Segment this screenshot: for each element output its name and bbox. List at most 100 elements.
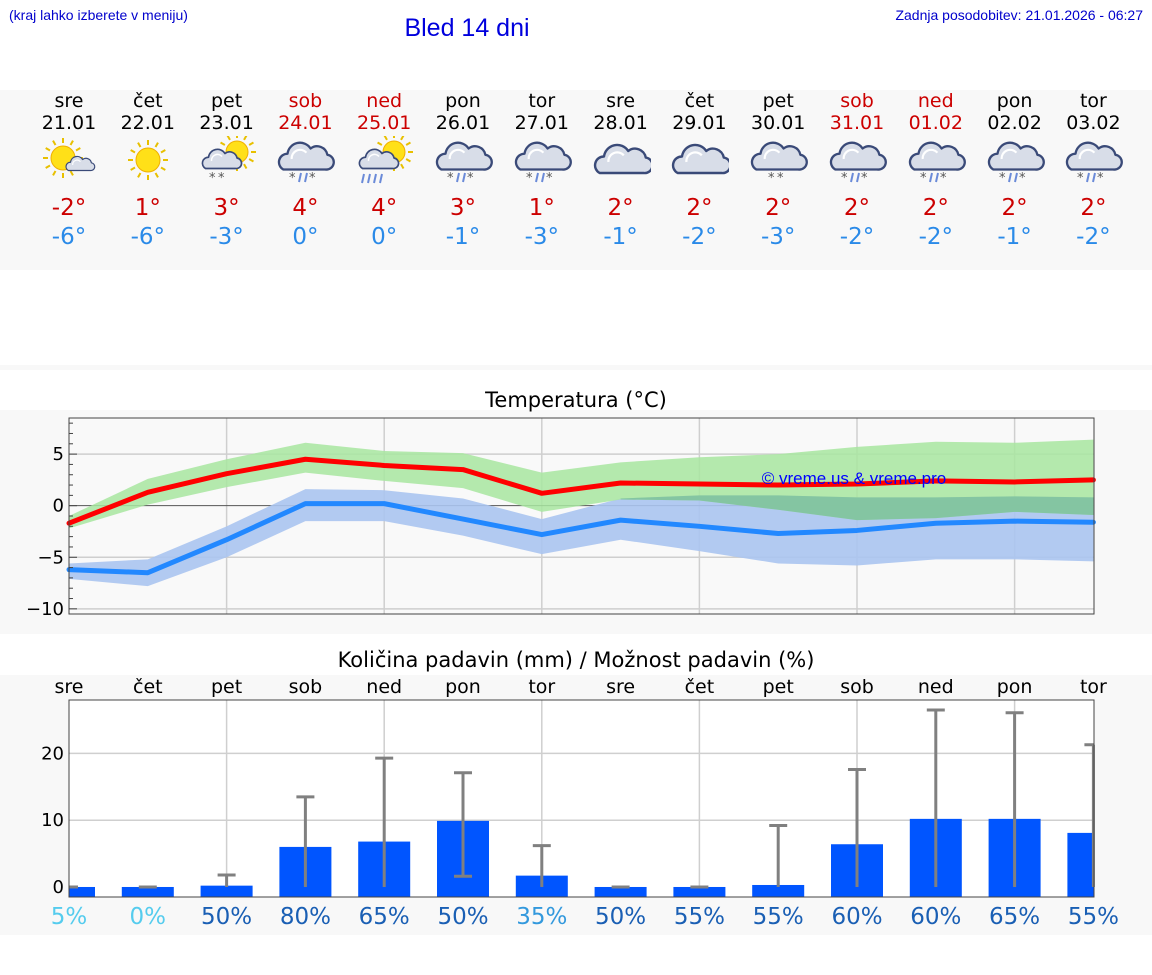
precipitation-chance: 80% <box>279 904 331 930</box>
cloud-icon <box>672 143 730 175</box>
precipitation-range-whisker <box>454 771 472 878</box>
day-name: ned <box>917 90 954 112</box>
precipitation-bar <box>673 886 726 897</box>
forecast-day: pet 23.01 * * 3° -3° <box>188 90 266 252</box>
precipitation-bar <box>121 886 174 897</box>
max-temperature: 4° <box>292 195 319 221</box>
location-hint: (kraj lahko izberete v meniju) <box>9 7 188 23</box>
cloud-sleet-icon: * * <box>908 141 966 186</box>
svg-text:*: * <box>777 171 784 186</box>
cloud-sleet-icon: * * <box>987 141 1045 186</box>
y-tick-label: −10 <box>26 599 64 620</box>
min-temperature: 0° <box>292 224 319 250</box>
day-date: 02.02 <box>987 112 1042 134</box>
day-name: čet <box>133 90 163 112</box>
precipitation-chart-title: Količina padavin (mm) / Možnost padavin … <box>337 648 815 672</box>
precipitation-range-whisker <box>532 844 551 887</box>
precipitation-chance: 50% <box>201 904 253 930</box>
precipitation-chance: 55% <box>752 904 804 930</box>
day-name: tor <box>1079 90 1107 112</box>
weekday-label: sob <box>840 676 874 698</box>
precipitation-bar <box>200 885 253 897</box>
svg-text:*: * <box>1097 171 1104 186</box>
page-title: Bled 14 dni <box>404 14 530 42</box>
precipitation-range-whisker <box>1084 743 1095 887</box>
min-temperature: -2° <box>1076 224 1111 250</box>
precipitation-bar <box>69 886 95 897</box>
precipitation-chance: 65% <box>358 904 410 930</box>
cloud-sleet-icon: * * <box>278 141 336 186</box>
weekday-label: ned <box>366 676 403 698</box>
precipitation-bar <box>1067 832 1094 897</box>
forecast-day: tor 03.02 * * 2° -2° <box>1054 90 1132 252</box>
forecast-day: pon 26.01 * * 3° -1° <box>424 90 502 252</box>
max-temperature: 2° <box>1080 195 1107 221</box>
min-temperature: 0° <box>371 224 398 250</box>
weekday-label: tor <box>528 676 556 698</box>
weekday-label: tor <box>1079 676 1107 698</box>
forecast-day: čet 29.01 2° -2° <box>660 90 738 252</box>
weekday-label: čet <box>133 676 163 698</box>
precipitation-range-whisker <box>296 795 315 887</box>
max-temperature: 2° <box>1001 195 1028 221</box>
cloud-sleet-icon: * * <box>1066 141 1124 186</box>
max-temperature: 3° <box>449 195 477 221</box>
weekday-label: ned <box>917 676 954 698</box>
day-date: 25.01 <box>356 112 412 134</box>
precipitation-range-whisker <box>769 824 788 887</box>
svg-text:*: * <box>309 171 316 186</box>
max-temperature: 4° <box>371 195 398 221</box>
precipitation-range-whisker <box>375 756 394 887</box>
temperature-chart-title: Temperatura (°C) <box>485 388 667 412</box>
precipitation-range-whisker <box>1005 711 1024 887</box>
day-date: 01.02 <box>908 112 963 134</box>
weekday-label: sob <box>288 676 323 698</box>
min-temperature: -6° <box>51 224 87 250</box>
max-temperature: 1° <box>134 195 161 221</box>
forecast-day: ned 01.02 * * 2° -2° <box>897 90 975 252</box>
precipitation-chance: 55% <box>1067 904 1119 930</box>
day-date: 26.01 <box>435 112 491 134</box>
svg-text:*: * <box>546 171 553 186</box>
y-tick-label: 5 <box>53 444 64 465</box>
precipitation-chance: 60% <box>910 904 962 930</box>
weekday-label: pet <box>210 676 243 698</box>
day-date: 28.01 <box>593 112 648 134</box>
weekday-label: sre <box>54 676 84 698</box>
svg-text:*: * <box>526 171 533 186</box>
temperature-chart: 5 0 −5 −10 © vreme.us & vreme.pro <box>26 417 1096 620</box>
weekday-label: sre <box>606 676 636 698</box>
forecast-day: pet 30.01 * * 2° -3° <box>739 90 817 252</box>
svg-text:*: * <box>999 171 1006 186</box>
day-name: sre <box>606 90 636 112</box>
min-temperature: -2° <box>682 224 717 250</box>
max-temperature: 2° <box>765 195 792 221</box>
svg-text:*: * <box>447 171 454 186</box>
min-temperature: -3° <box>209 224 244 250</box>
day-name: pon <box>996 90 1033 112</box>
cloud-icon <box>593 143 651 175</box>
y-tick-label: 20 <box>41 743 64 764</box>
forecast-day: sob 31.01 * * 2° -2° <box>818 90 896 252</box>
min-temperature: -1° <box>997 224 1032 250</box>
min-temperature: -1° <box>445 224 481 250</box>
svg-text:*: * <box>920 171 927 186</box>
max-temperature: 3° <box>213 195 240 221</box>
svg-text:*: * <box>289 171 296 186</box>
day-date: 24.01 <box>278 112 333 134</box>
last-updated: Zadnja posodobitev: 21.01.2026 - 06:27 <box>895 7 1143 23</box>
precipitation-chance: 60% <box>831 904 883 930</box>
cloud-snow-icon: * * <box>751 141 809 186</box>
day-name: sob <box>840 90 874 112</box>
forecast-day: sre 21.01 -2° -6° <box>30 90 108 252</box>
weekday-label: pet <box>762 676 794 698</box>
precipitation-range-whisker <box>217 873 236 887</box>
forecast-band <box>0 90 1152 270</box>
min-temperature: -6° <box>130 224 166 250</box>
day-name: pon <box>445 90 481 112</box>
precipitation-chance: 50% <box>595 904 647 930</box>
svg-text:*: * <box>1077 171 1084 186</box>
cloud-sleet-icon: * * <box>514 141 572 186</box>
weekday-label: pon <box>445 676 481 698</box>
min-temperature: -2° <box>839 224 875 250</box>
